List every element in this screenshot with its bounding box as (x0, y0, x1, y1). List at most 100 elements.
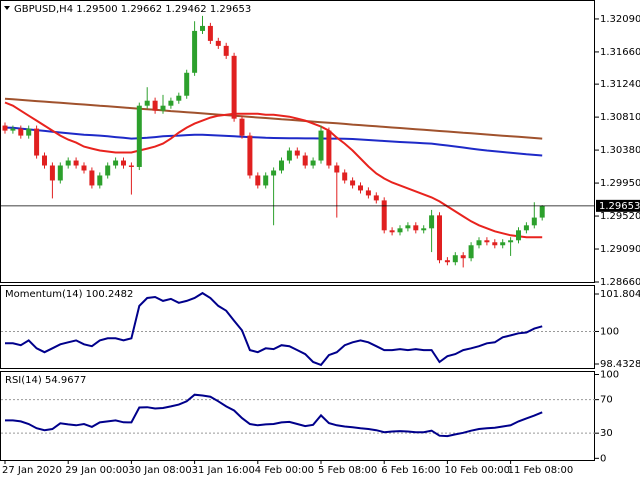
candle-body (239, 118, 245, 136)
candle-body (263, 175, 269, 186)
y-tick-label: 100 (600, 370, 619, 381)
x-tick-label: 6 Feb 16:00 (381, 465, 440, 476)
x-tick-label: 4 Feb 00:00 (255, 465, 314, 476)
y-tick-label: 1.32090 (600, 14, 640, 25)
candle-body (523, 225, 529, 231)
y-tick-label: 1.31240 (600, 79, 640, 90)
y-tick-label: 1.31660 (600, 47, 640, 58)
y-tick-label: 1.30380 (600, 145, 640, 156)
candle-body (136, 105, 142, 167)
rsi-title: RSI(14) 54.9677 (5, 375, 86, 386)
x-tick-label: 10 Feb 00:00 (444, 465, 510, 476)
candle-body (18, 128, 24, 136)
candle-body (34, 128, 40, 156)
candle-body (231, 55, 237, 119)
candle-body (128, 165, 134, 167)
candle-body (160, 105, 166, 111)
candle-body (2, 125, 8, 131)
candle-body (89, 170, 95, 186)
momentum-panel-frame (0, 285, 595, 369)
candle-body (73, 160, 79, 166)
candle-body (508, 240, 514, 243)
y-tick-label: 30 (600, 428, 613, 439)
y-tick-label: 1.29520 (600, 211, 640, 222)
candle-body (176, 95, 182, 101)
candle-body (255, 175, 261, 186)
y-tick-label: 1.29950 (600, 178, 640, 189)
y-tick-label: 1.30810 (600, 112, 640, 123)
candle-body (358, 185, 363, 191)
y-tick-label: 101.8046 (600, 289, 640, 300)
y-tick-label: 0 (600, 453, 606, 464)
x-tick-label: 29 Jan 00:00 (65, 465, 128, 476)
candle-body (460, 255, 466, 259)
main-title: GBPUSD,H4 1.29500 1.29662 1.29462 1.2965… (14, 4, 251, 15)
candle-body (286, 150, 292, 161)
candle-body (365, 190, 371, 196)
candle-body (184, 72, 190, 96)
momentum-title: Momentum(14) 100.2482 (5, 289, 133, 300)
candle-body (192, 30, 198, 73)
candle-body (97, 175, 103, 186)
candle-body (207, 25, 213, 41)
x-tick-label: 5 Feb 08:00 (318, 465, 377, 476)
indicator-line (4, 101, 543, 239)
candle-body (444, 260, 450, 263)
indicator-line (5, 291, 543, 367)
candle-body (381, 200, 387, 231)
candle-body (57, 165, 63, 181)
candle-body (405, 225, 411, 229)
y-tick-label: 98.4328 (600, 359, 640, 370)
candle-body (373, 195, 379, 201)
menu-arrow (4, 6, 10, 10)
candle-body (200, 25, 205, 31)
candle-body (105, 165, 111, 176)
indicator-line (5, 393, 543, 438)
y-tick-label: 100 (600, 326, 619, 337)
candle-body (49, 165, 55, 181)
candle-body (421, 228, 427, 231)
candle-body (318, 130, 324, 161)
candle-body (121, 160, 126, 166)
main-panel-frame (0, 0, 595, 283)
last-price-box (596, 199, 640, 212)
candle-body (468, 245, 474, 259)
candle-body (42, 155, 47, 166)
candle-body (413, 225, 419, 231)
candle-body (247, 135, 253, 176)
candle-body (452, 255, 458, 263)
candle-body (429, 215, 435, 229)
candle-body (437, 215, 442, 261)
candle-body (168, 100, 174, 106)
candle-body (397, 228, 403, 233)
candle-body (389, 230, 395, 233)
candle-body (144, 100, 150, 106)
candle-body (294, 150, 300, 156)
candle-body (484, 240, 490, 243)
candle-body (516, 230, 521, 241)
candle-body (326, 130, 332, 166)
candle-body (492, 242, 498, 246)
candle-body (500, 242, 506, 246)
rsi-panel-frame (0, 371, 595, 461)
candle-body (65, 160, 71, 166)
candle-body (279, 160, 284, 171)
x-tick-label: 31 Jan 16:00 (192, 465, 255, 476)
candle-body (334, 165, 340, 173)
candle-body (10, 128, 16, 131)
x-tick-label: 30 Jan 08:00 (128, 465, 191, 476)
candle-body (350, 180, 356, 186)
candle-body (342, 172, 348, 181)
indicator-line (4, 97, 543, 140)
candle-body (223, 45, 229, 56)
last-price-label: 1.29653 (599, 201, 640, 212)
x-tick-label: 11 Feb 08:00 (508, 465, 574, 476)
candle-body (302, 155, 308, 166)
y-tick-label: 1.28660 (600, 277, 640, 288)
candle-body (310, 160, 316, 166)
candle-body (476, 240, 482, 246)
candle-body (271, 170, 277, 176)
candle-body (81, 165, 87, 171)
